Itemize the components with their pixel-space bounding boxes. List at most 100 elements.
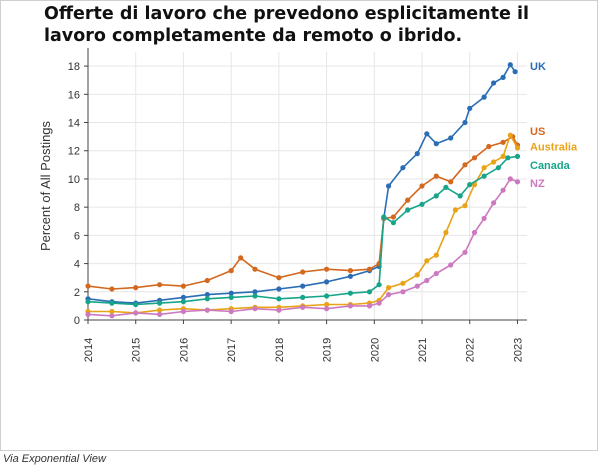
chart-axes [84, 48, 527, 324]
data-point-uk [467, 105, 473, 111]
data-point-us [85, 283, 91, 289]
legend-label-australia: Australia [530, 142, 578, 154]
data-point-australia [481, 165, 487, 171]
data-point-us [204, 277, 210, 284]
series-line-us [87, 135, 519, 290]
data-point-canada [133, 301, 139, 308]
data-point-nz [276, 307, 282, 313]
data-point-us [252, 266, 258, 272]
chart-tick-labels: 0 2 4 6 8 10 12 14 16 18 2014 2015 2016 2017 2018 2019 2… [38, 61, 524, 362]
data-point-canada [180, 299, 186, 305]
data-point-us [133, 285, 139, 291]
data-point-uk [507, 62, 513, 68]
image-credit: Via Exponential View [3, 453, 106, 465]
y-tick-label: 18 [68, 61, 80, 73]
x-tick-label: 2018 [274, 338, 286, 362]
y-tick-label: 2 [74, 287, 80, 299]
data-point-us [390, 214, 396, 220]
data-point-nz [424, 277, 430, 284]
data-point-australia [324, 301, 330, 308]
data-point-nz [507, 176, 513, 182]
data-point-us [238, 255, 244, 261]
data-point-canada [300, 294, 306, 300]
legend-label-nz: NZ [530, 178, 545, 190]
data-point-nz [180, 308, 186, 315]
data-point-canada [376, 282, 382, 288]
line-chart: 0 2 4 6 8 10 12 14 16 18 2014 2015 2016 2017 2018 2019 2… [38, 48, 578, 362]
data-point-australia [507, 132, 513, 138]
data-point-australia [500, 153, 506, 159]
data-point-nz [471, 229, 478, 236]
data-point-nz [157, 311, 163, 317]
data-point-uk [512, 69, 518, 75]
data-point-nz [500, 187, 506, 193]
data-point-us [324, 266, 330, 272]
data-point-us [471, 155, 478, 161]
data-point-canada [252, 293, 258, 299]
data-point-us [486, 143, 492, 150]
data-point-nz [462, 249, 468, 255]
data-point-canada [85, 299, 91, 305]
y-tick-label: 10 [68, 174, 80, 186]
data-point-nz [228, 308, 234, 315]
data-point-canada [157, 300, 163, 306]
data-point-nz [400, 289, 406, 295]
x-tick-label: 2017 [226, 338, 238, 362]
data-point-australia [443, 229, 449, 236]
legend-label-uk: UK [530, 61, 546, 73]
data-point-nz [324, 306, 330, 312]
data-point-canada [109, 300, 115, 306]
data-point-us [462, 162, 468, 168]
data-point-australia [424, 258, 430, 264]
data-point-uk [276, 286, 282, 292]
data-point-canada [443, 184, 449, 190]
data-point-uk [448, 135, 454, 141]
y-tick-label: 4 [74, 259, 80, 271]
data-point-us [276, 275, 282, 281]
data-point-canada [390, 220, 396, 226]
data-point-australia [452, 207, 458, 213]
y-tick-label: 16 [68, 89, 80, 101]
data-point-canada [276, 296, 282, 302]
data-point-us [366, 266, 373, 272]
chart-legend: UK US Australia Canada NZ [530, 61, 578, 190]
data-point-canada [495, 165, 501, 171]
data-point-nz [109, 313, 115, 319]
data-point-uk [414, 151, 420, 157]
data-point-australia [433, 252, 439, 258]
data-point-uk [462, 119, 468, 126]
x-tick-label: 2022 [465, 338, 477, 362]
data-point-canada [347, 290, 353, 296]
data-point-australia [109, 308, 115, 315]
data-point-australia [514, 145, 521, 151]
chart-title: Offerte di lavoro che prevedono esplicit… [44, 4, 529, 46]
data-point-nz [252, 306, 258, 312]
chart-grid [87, 52, 527, 321]
data-point-canada [481, 173, 487, 179]
data-point-uk [400, 165, 406, 171]
y-tick-label: 12 [68, 146, 80, 158]
data-point-us [433, 173, 439, 179]
data-point-australia [400, 280, 406, 286]
data-point-us [228, 268, 234, 274]
data-point-nz [204, 307, 210, 313]
data-point-uk [347, 273, 353, 279]
data-point-uk [300, 283, 306, 289]
data-point-canada [228, 294, 234, 300]
data-point-us [300, 269, 306, 275]
data-point-australia [386, 285, 392, 291]
data-point-australia [157, 307, 163, 313]
data-point-canada [457, 193, 463, 199]
data-point-uk [481, 94, 487, 100]
x-tick-label: 2015 [131, 338, 143, 362]
x-tick-label: 2019 [322, 338, 334, 362]
data-point-nz [376, 300, 382, 306]
data-point-us [419, 183, 425, 189]
data-point-uk [500, 74, 506, 80]
data-point-uk [424, 131, 430, 137]
data-point-nz [386, 292, 392, 298]
data-point-uk [252, 289, 258, 295]
legend-label-us: US [530, 126, 545, 138]
data-point-canada [514, 153, 521, 159]
data-point-us [500, 139, 506, 145]
